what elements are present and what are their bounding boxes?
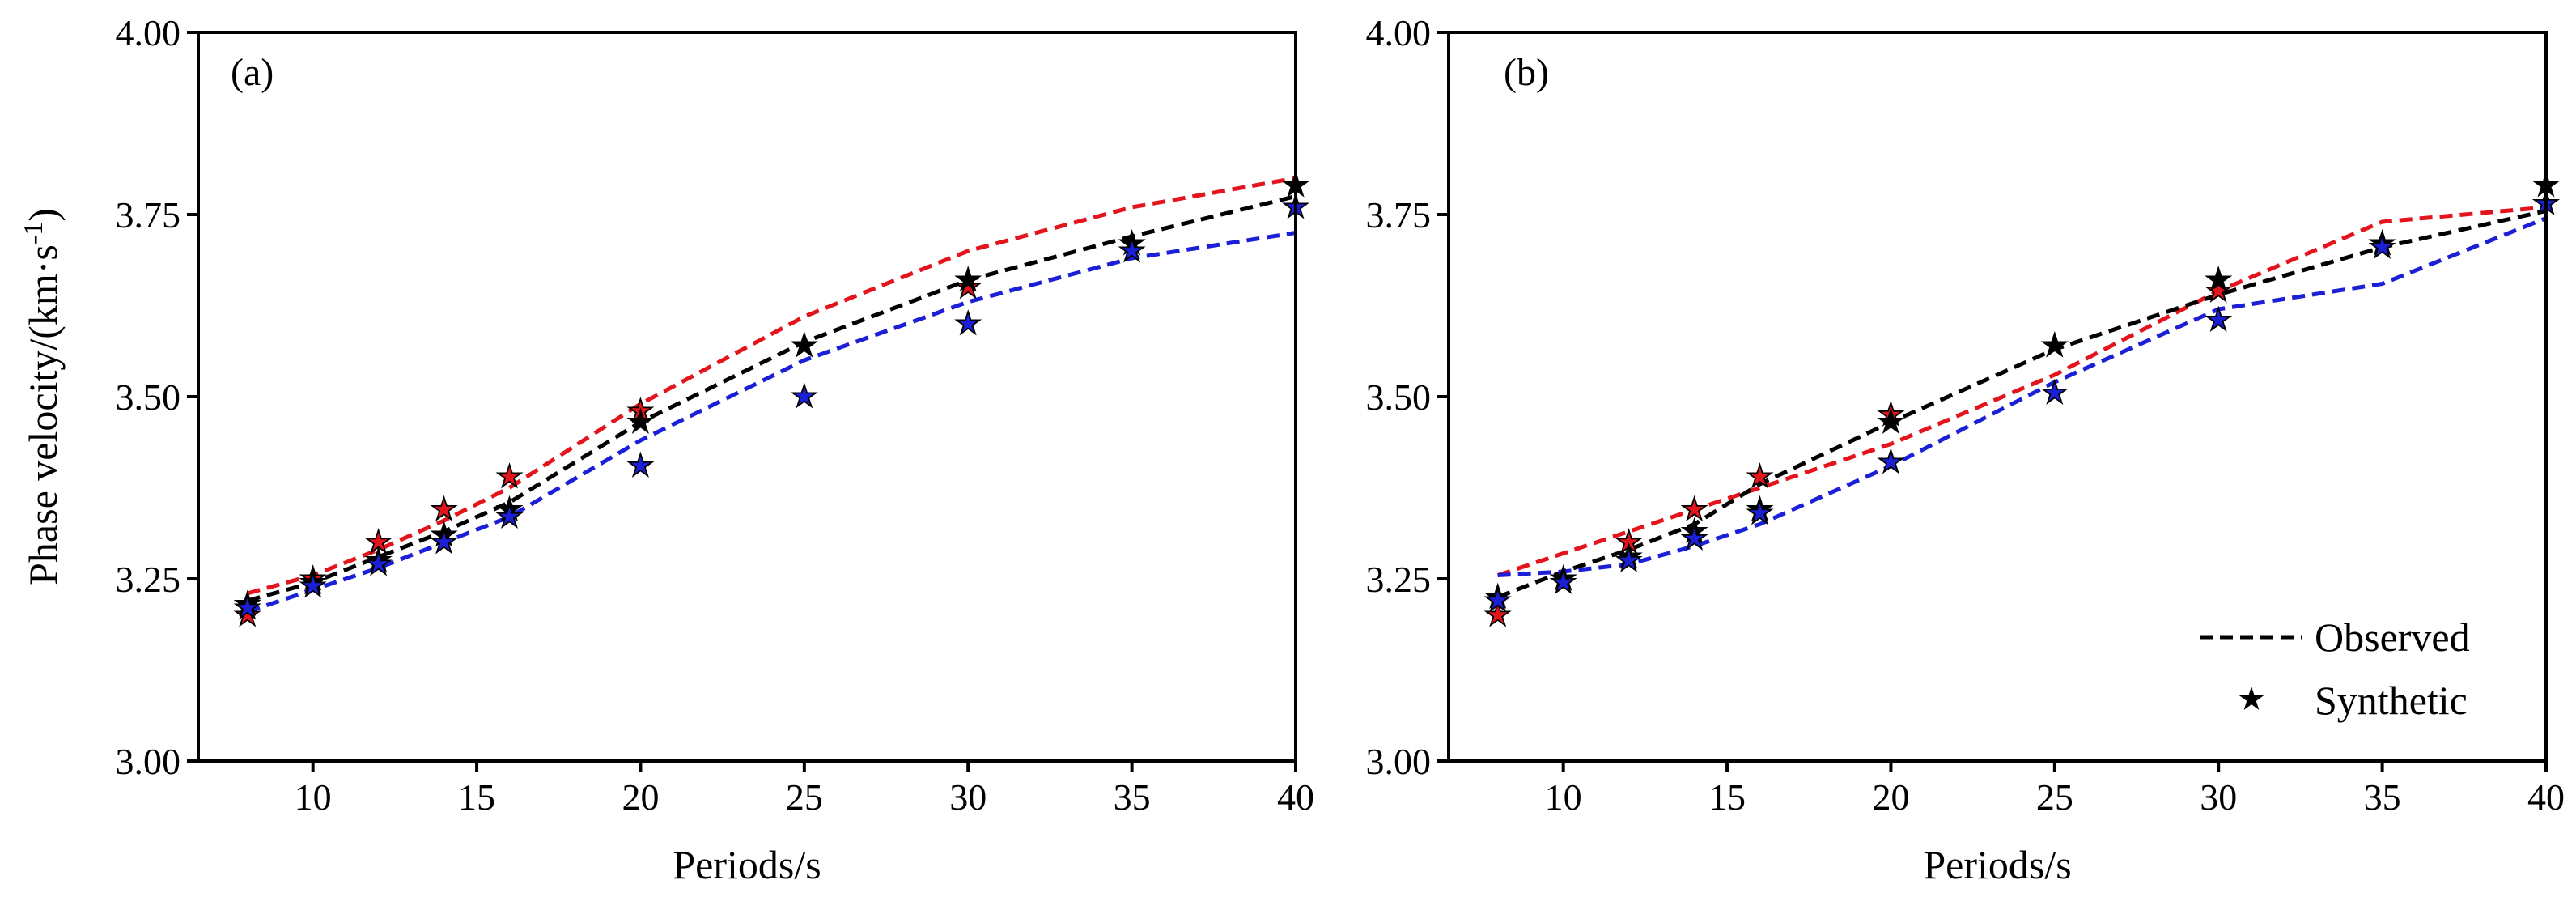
panel-a-x-tick-label: 40 xyxy=(1277,776,1314,818)
y-axis-label-superscript: -1 xyxy=(19,222,49,244)
panel-a-black-synthetic-star xyxy=(629,410,652,432)
legend-synthetic-star-icon xyxy=(2239,687,2264,710)
panel-b-blue-synthetic-star xyxy=(2370,236,2394,257)
panel-a-y-ticks: 3.00 3.25 3.50 3.75 4.00 xyxy=(116,12,198,782)
panel-b-x-tick-label: 40 xyxy=(2527,776,2565,818)
panel-a-blue-synthetic-star xyxy=(793,385,817,406)
panel-b-black-synthetic-star xyxy=(2043,334,2067,355)
panel-a-blue-observed-line xyxy=(246,231,1296,614)
panel-b-blue-synthetic-star xyxy=(1879,450,1903,472)
panel-a-x-tick-label: 10 xyxy=(295,776,332,818)
panel-a-x-tick-label: 20 xyxy=(622,776,659,818)
panel-a-y-axis-label: Phase velocity/(km·s-1) xyxy=(19,208,66,585)
panel-a-y-tick-label: 3.50 xyxy=(116,376,181,418)
panel-a-series xyxy=(236,173,1307,625)
panel-a-y-tick-label: 3.00 xyxy=(116,741,181,782)
panel-b: 3.003.253.503.754.00 10 15 20 25 30 35 40 (b) … xyxy=(1366,12,2565,887)
panel-b-label: (b) xyxy=(1504,51,1549,94)
panel-a-label: (a) xyxy=(231,51,274,94)
panel-a: 3.003.253.503.754.00 10 15 20 25 30 35 40 (a) … xyxy=(19,12,1314,887)
panel-b-blue-observed-line xyxy=(1497,216,2547,577)
panel-b-red-synthetic-star xyxy=(1486,603,1509,625)
panel-a-y-tick-label: 4.00 xyxy=(116,12,181,53)
legend: Observed Synthetic xyxy=(2200,614,2470,723)
panel-a-y-tick-label: 3.25 xyxy=(116,559,181,600)
panel-b-y-tick-label: 3.75 xyxy=(1366,194,1432,236)
y-axis-label-main: Phase velocity/(km·s xyxy=(20,244,66,585)
panel-b-y-tick-label: 3.50 xyxy=(1366,376,1432,418)
panel-b-y-tick-label: 3.25 xyxy=(1366,559,1432,600)
panel-a-x-tick-label: 15 xyxy=(458,776,495,818)
panel-a-x-ticks: 10 15 20 25 30 35 40 xyxy=(295,761,1314,818)
panel-b-y-tick-label: 3.00 xyxy=(1366,741,1432,782)
panel-b-x-tick-label: 30 xyxy=(2200,776,2237,818)
panel-b-red-synthetic-star xyxy=(1683,498,1706,520)
panel-b-black-observed-line xyxy=(1496,209,2547,599)
panel-a-blue-synthetic-star xyxy=(629,454,652,476)
legend-synthetic-label: Synthetic xyxy=(2315,678,2468,723)
panel-a-blue-synthetic-star xyxy=(957,312,980,334)
panel-a-frame xyxy=(197,31,1297,763)
panel-a-black-observed-line xyxy=(247,194,1296,603)
panel-b-y-tick-label: 4.00 xyxy=(1366,12,1432,53)
panel-a-x-axis-label: Periods/s xyxy=(673,842,821,887)
panel-b-x-tick-label: 20 xyxy=(1872,776,1909,818)
panel-b-x-tick-label: 35 xyxy=(2364,776,2401,818)
panel-a-red-observed-line xyxy=(247,176,1296,596)
panel-a-black-synthetic-star xyxy=(793,334,817,355)
panel-b-x-tick-label: 10 xyxy=(1545,776,1582,818)
panel-a-x-tick-label: 35 xyxy=(1114,776,1151,818)
panel-a-y-tick-label: 3.75 xyxy=(116,194,181,236)
panel-b-x-tick-label: 15 xyxy=(1708,776,1746,818)
legend-observed-label: Observed xyxy=(2315,614,2470,660)
panel-b-blue-synthetic-star xyxy=(2207,308,2230,330)
panel-b-x-axis-label: Periods/s xyxy=(1923,842,2071,887)
panel-a-x-tick-label: 25 xyxy=(786,776,823,818)
panel-a-x-tick-label: 30 xyxy=(949,776,987,818)
panel-b-x-ticks: 10 15 20 25 30 35 40 xyxy=(1545,761,2565,818)
panel-a-red-synthetic-star xyxy=(432,498,456,520)
panel-b-blue-synthetic-star xyxy=(1748,501,1772,523)
panel-b-x-tick-label: 25 xyxy=(2036,776,2073,818)
panel-b-series xyxy=(1486,173,2557,625)
panel-b-y-ticks: 3.00 3.25 3.50 3.75 4.00 xyxy=(1366,12,1449,782)
panel-b-red-observed-line xyxy=(1496,205,2547,577)
y-axis-label-close: ) xyxy=(20,208,66,222)
